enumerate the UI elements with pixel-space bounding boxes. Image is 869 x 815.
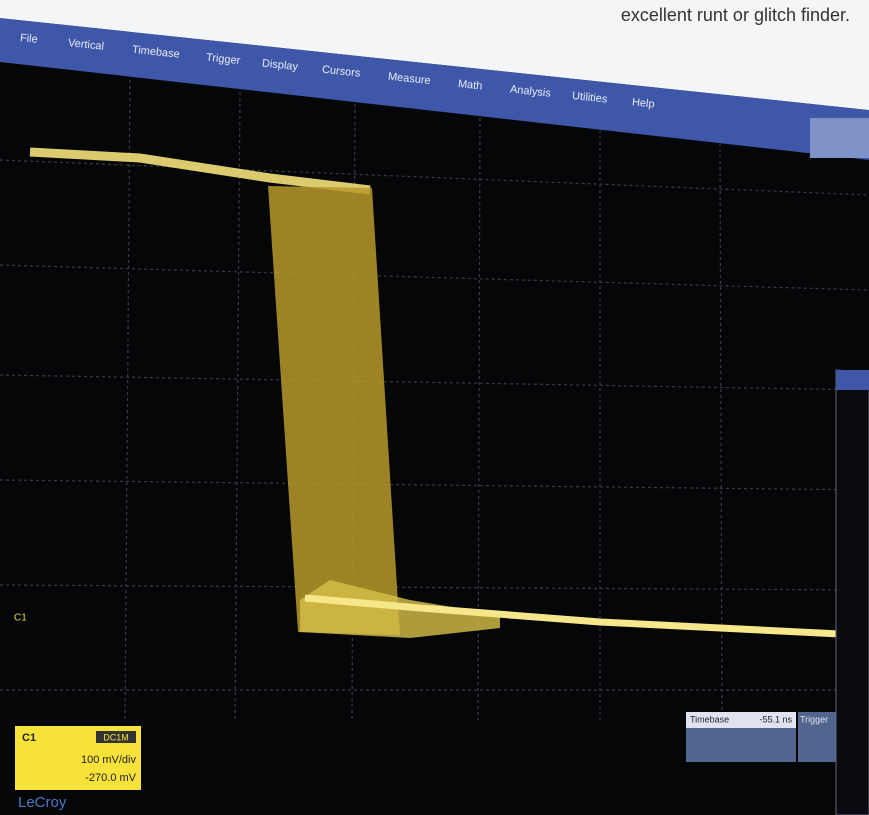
channel-name: C1 — [22, 732, 36, 744]
menu-item[interactable]: Display — [261, 57, 299, 73]
second-menu-bar — [836, 370, 869, 390]
caption: excellent runt or glitch finder. — [621, 5, 850, 25]
second-screen — [835, 369, 869, 815]
brand: LeCroy — [18, 794, 67, 811]
trigger-box — [798, 712, 838, 762]
menu-item[interactable]: Measure — [387, 71, 431, 87]
coupling: DC1M — [103, 732, 129, 742]
menu-item[interactable]: Math — [457, 78, 483, 92]
menu-item[interactable]: Help — [631, 96, 655, 110]
menu-bar — [0, 18, 869, 160]
timebase-header — [686, 712, 796, 728]
menu-item[interactable]: Trigger — [205, 52, 241, 68]
screen — [0, 18, 869, 815]
vertical-scale: 100 mV/div — [81, 754, 137, 766]
menu-item[interactable]: File — [19, 32, 38, 46]
trace-label: C1 — [14, 613, 27, 624]
coupling-badge — [96, 731, 136, 743]
timebase-label: Timebase — [690, 714, 729, 724]
menu-item[interactable]: Timebase — [131, 44, 180, 61]
menu-item[interactable]: Cursors — [321, 64, 361, 80]
timebase-value: -55.1 ns — [759, 714, 792, 724]
menu-item[interactable]: Analysis — [509, 83, 551, 99]
menu-item[interactable]: Vertical — [67, 37, 104, 53]
menu-item[interactable]: Utilities — [571, 90, 608, 106]
waveform — [29, 147, 841, 638]
vertical-offset: -270.0 mV — [85, 772, 136, 784]
graticule — [0, 79, 869, 721]
trigger-label: Trigger — [800, 714, 828, 724]
menu: File Vertical Timebase Trigger Display Cursor… — [19, 32, 655, 111]
status-tab — [810, 118, 869, 158]
